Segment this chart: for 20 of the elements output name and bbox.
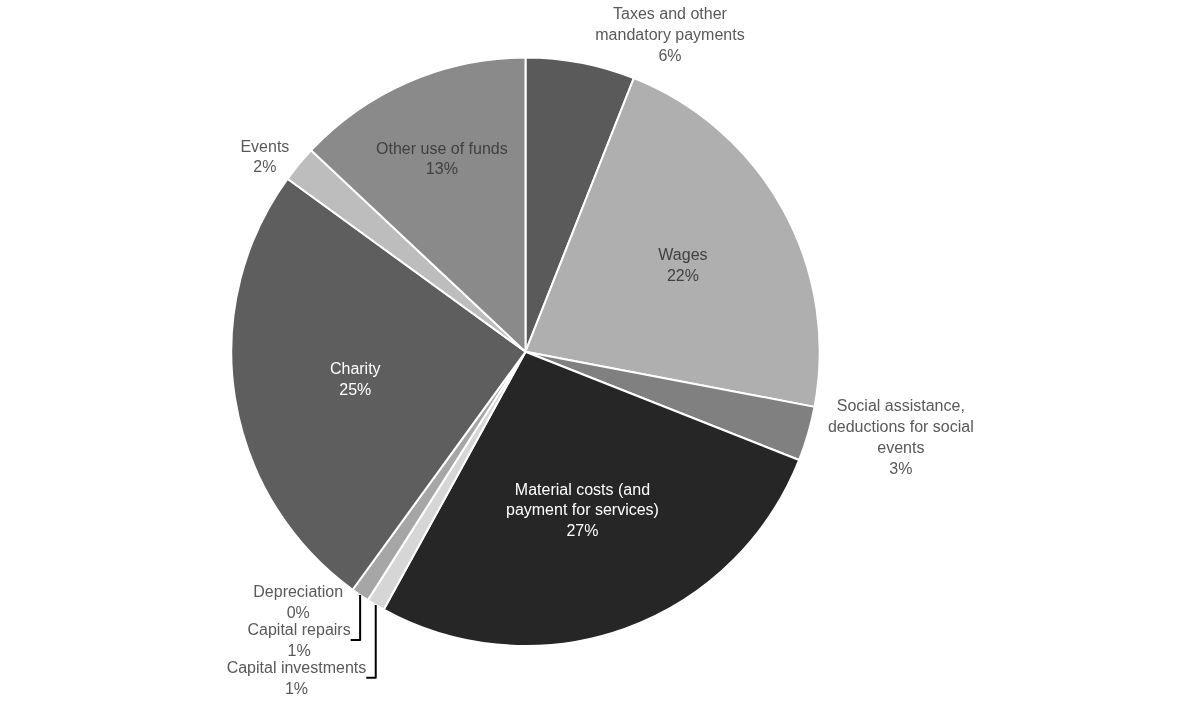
slice-label: Social assistance, deductions for social events [827, 397, 974, 456]
data-label: 22% [666, 267, 699, 285]
category-label: Depreciation [253, 583, 344, 601]
data-label: 27% [566, 522, 599, 540]
slice-label: Other use of funds [376, 139, 508, 157]
data-label: 3% [889, 459, 913, 477]
data-label: 13% [425, 160, 458, 178]
slice-label: Capital investments [226, 658, 367, 676]
slice-label: Events [240, 137, 290, 155]
data-label: 1% [287, 641, 311, 659]
slice-label: Charity [329, 359, 381, 377]
data-label: 2% [253, 158, 277, 176]
slice-label: Capital repairs [247, 621, 351, 639]
data-label: 25% [339, 380, 372, 398]
slice-label: Wages [658, 246, 708, 264]
data-label: 1% [284, 679, 309, 697]
slice-label: Taxes and other mandatory payments [595, 5, 745, 43]
text: 0% [286, 604, 310, 622]
slice-label: Material costs (and payment for services) [505, 480, 659, 519]
data-label: 6% [658, 46, 682, 64]
